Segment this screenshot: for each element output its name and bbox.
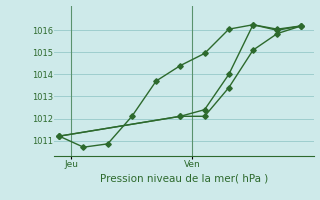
X-axis label: Pression niveau de la mer( hPa ): Pression niveau de la mer( hPa ): [100, 173, 268, 183]
